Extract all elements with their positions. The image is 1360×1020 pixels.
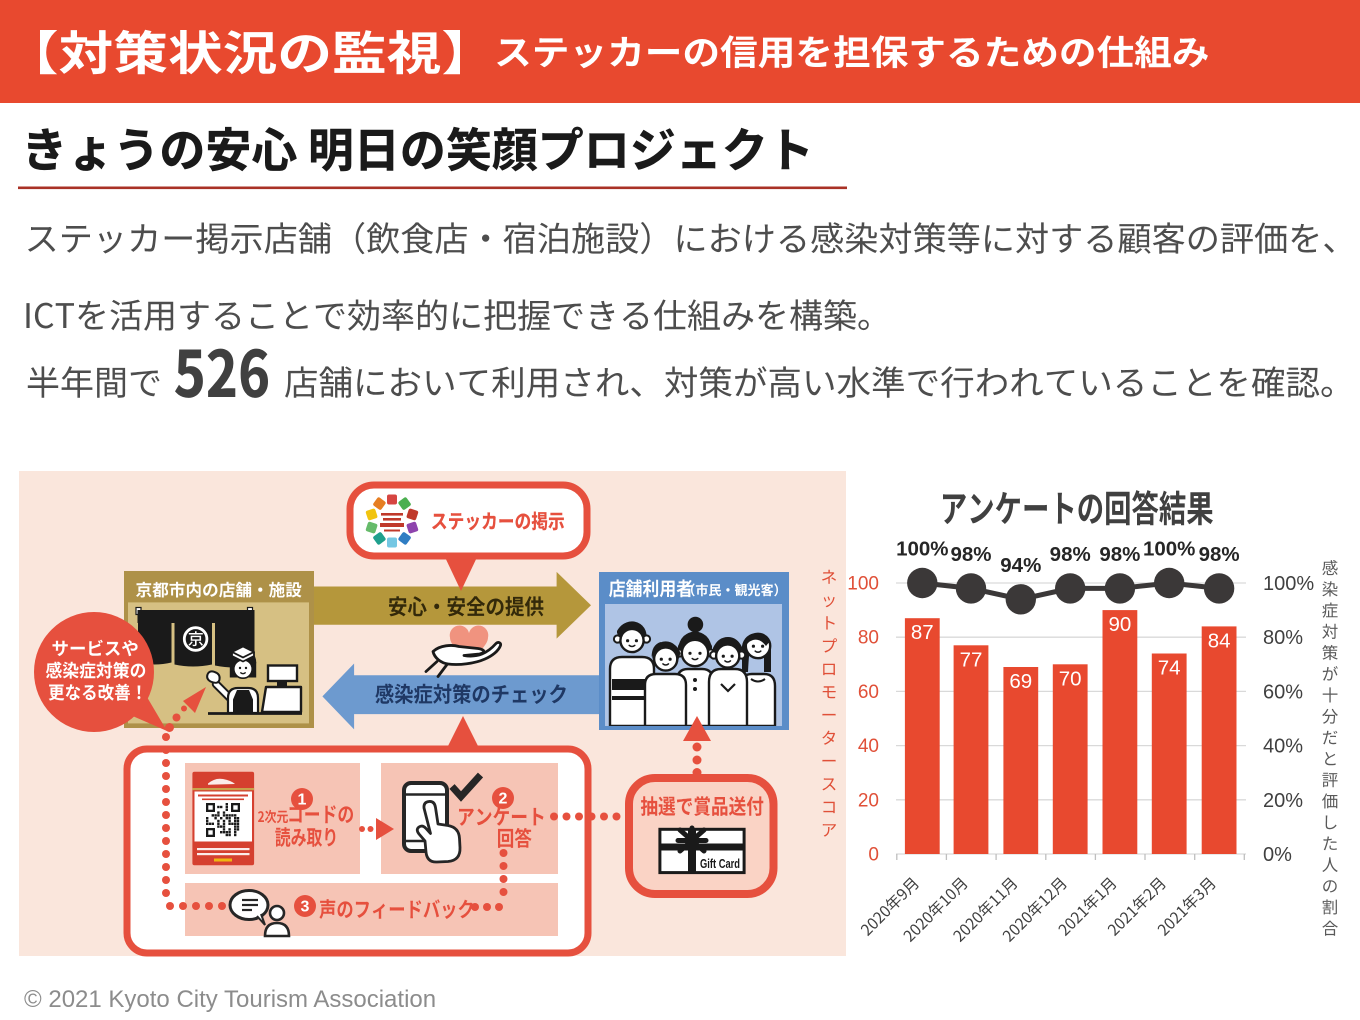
svg-text:0: 0 [868, 845, 879, 866]
svg-text:3: 3 [301, 899, 310, 916]
svg-text:100%: 100% [1143, 538, 1195, 561]
svg-text:98%: 98% [950, 543, 991, 566]
svg-text:80: 80 [858, 628, 879, 649]
svg-text:98%: 98% [1050, 543, 1091, 566]
svg-text:20: 20 [858, 790, 879, 811]
svg-text:60: 60 [858, 682, 879, 703]
svg-text:98%: 98% [1099, 543, 1140, 566]
svg-text:80%: 80% [1263, 627, 1303, 649]
svg-text:2: 2 [499, 791, 508, 808]
svg-text:70: 70 [1059, 667, 1082, 690]
svg-text:90: 90 [1108, 613, 1131, 636]
svg-text:© 2021 Kyoto City Tourism Asso: © 2021 Kyoto City Tourism Association [24, 986, 436, 1013]
svg-text:Gift Card: Gift Card [700, 856, 740, 871]
svg-text:60%: 60% [1263, 681, 1303, 703]
svg-text:40%: 40% [1263, 736, 1303, 758]
svg-text:74: 74 [1158, 657, 1181, 680]
svg-text:100%: 100% [896, 538, 948, 561]
svg-text:20%: 20% [1263, 790, 1303, 812]
svg-text:100%: 100% [1263, 573, 1314, 595]
svg-text:40: 40 [858, 736, 879, 757]
svg-text:0%: 0% [1263, 844, 1292, 866]
svg-text:87: 87 [911, 621, 934, 644]
svg-text:69: 69 [1009, 670, 1032, 693]
svg-text:100: 100 [847, 574, 879, 595]
svg-text:94%: 94% [1000, 554, 1041, 577]
svg-text:84: 84 [1208, 629, 1231, 652]
svg-text:77: 77 [960, 648, 983, 671]
svg-text:1: 1 [298, 792, 307, 809]
svg-text:98%: 98% [1199, 543, 1240, 566]
